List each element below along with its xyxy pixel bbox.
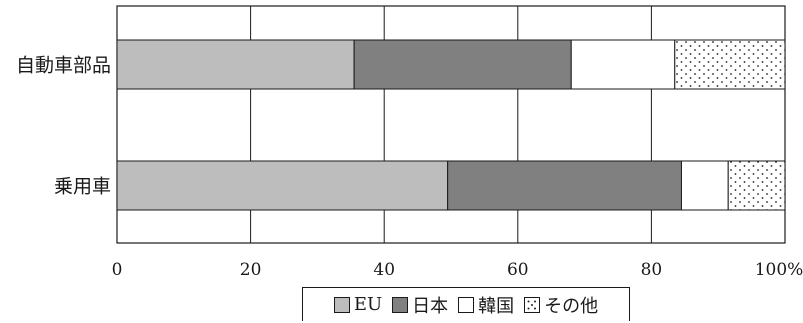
legend: EU 日本 韓国 その他 xyxy=(302,287,630,321)
legend-item: その他 xyxy=(524,292,598,318)
x-tick-label: 40 xyxy=(373,260,395,280)
bar-auto-parts-series-2 xyxy=(570,39,676,90)
bar-auto-parts-series-3 xyxy=(674,39,786,90)
category-label: 乗用車 xyxy=(54,176,111,198)
legend-swatch xyxy=(333,296,350,313)
x-tick-labels: 0 20 40 60 80 100% xyxy=(112,260,803,280)
legend-swatch xyxy=(392,296,409,313)
x-tick-label: 20 xyxy=(240,260,262,280)
legend-label: EU xyxy=(353,294,383,315)
category-label: 自動車部品 xyxy=(16,55,111,77)
bar-auto-parts-series-0 xyxy=(116,39,355,90)
x-tick-label: 0 xyxy=(112,260,123,280)
legend-item: EU xyxy=(333,294,383,315)
bars xyxy=(116,39,786,211)
legend-item: 日本 xyxy=(392,292,448,318)
legend-label: その他 xyxy=(544,295,599,317)
legend-swatch xyxy=(458,296,475,313)
bar-passenger-car-series-1 xyxy=(447,160,682,211)
bar-passenger-car-series-0 xyxy=(116,160,449,211)
legend-item: 韓国 xyxy=(458,292,514,318)
x-tick-label: 80 xyxy=(641,260,663,280)
bar-passenger-car-series-2 xyxy=(680,160,729,211)
bar-passenger-car-series-3 xyxy=(727,160,786,211)
legend-label: 韓国 xyxy=(478,295,515,317)
bar-auto-parts-series-1 xyxy=(353,39,572,90)
legend-label: 日本 xyxy=(412,295,449,317)
x-tick-label: 60 xyxy=(507,260,529,280)
x-tick-label: 100% xyxy=(755,260,803,280)
legend-swatch xyxy=(524,296,541,313)
